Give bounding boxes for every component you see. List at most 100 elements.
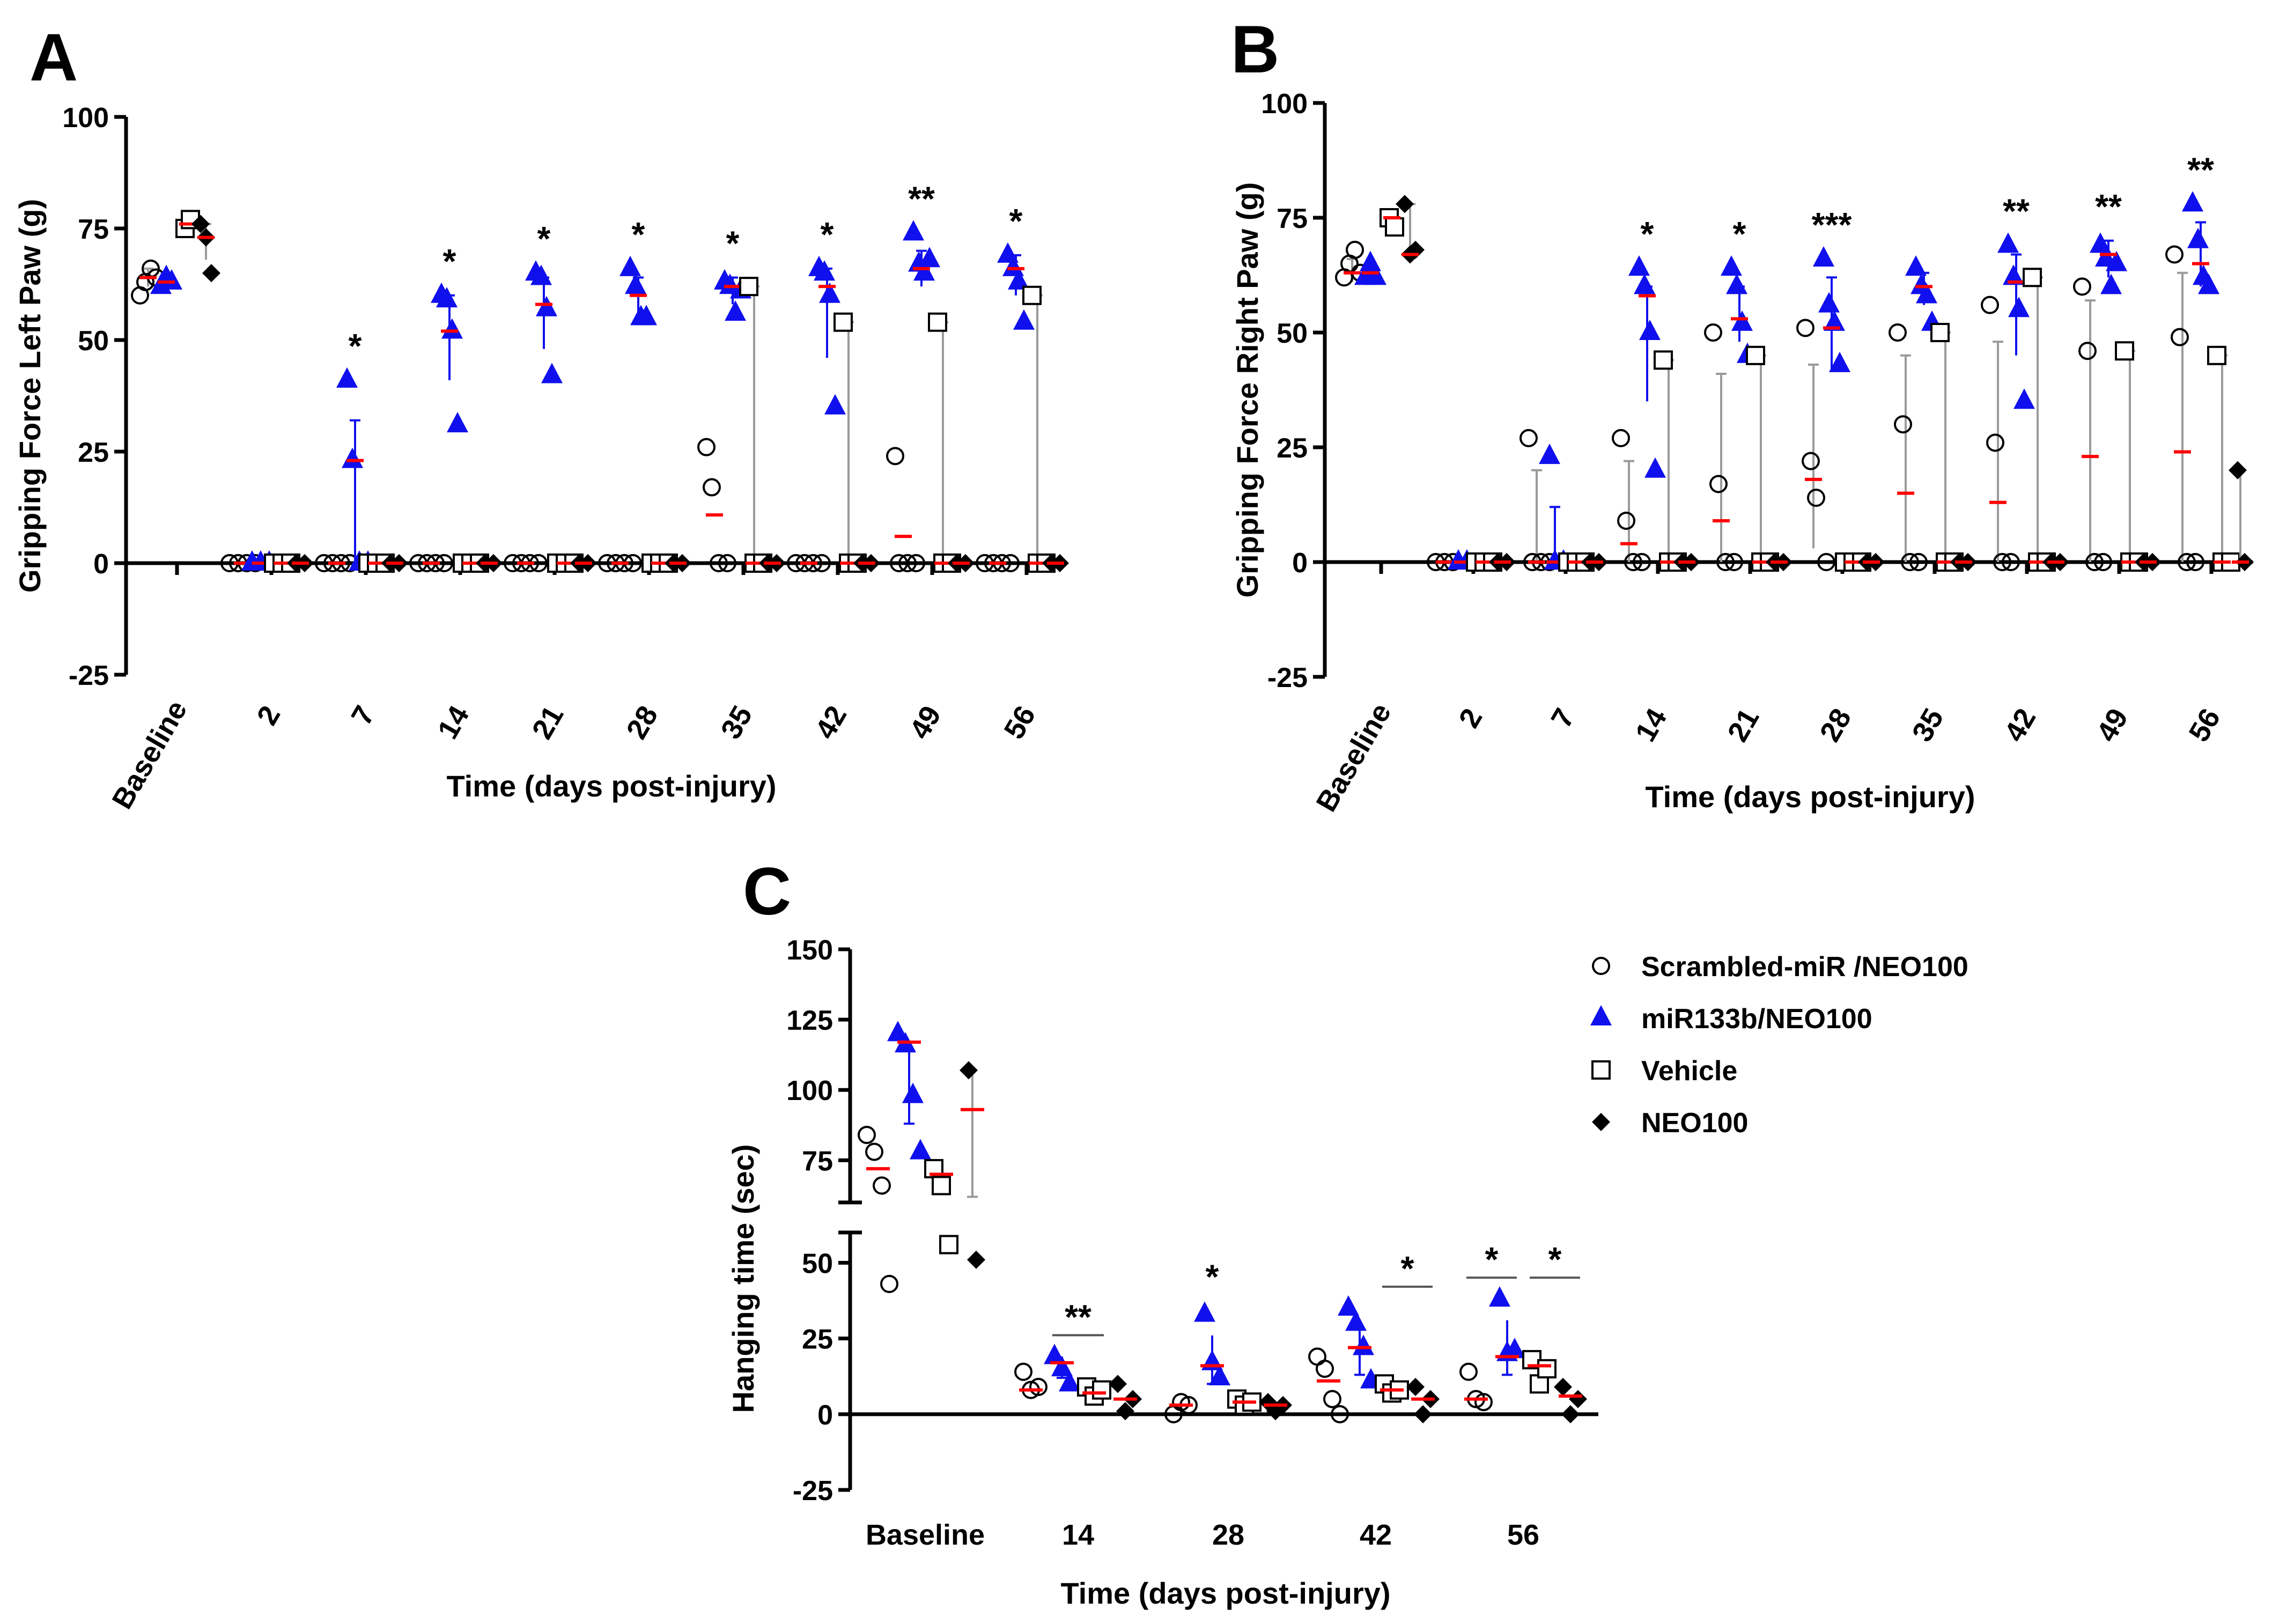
x-tick-label: 14 [1062,1519,1094,1551]
y-tick-label: 100 [786,1075,833,1106]
panel-c-marks: *** * * * [858,1021,1587,1423]
data-point-scrambled [1993,553,2011,571]
panel-letter-c: C [743,854,791,929]
data-point-vehicle [1746,345,1765,365]
panel-c-x-axis: Baseline 14 28 42 56 [850,1412,1598,1551]
data-point-scrambled [907,554,925,572]
data-point-scrambled [1704,323,1722,342]
data-point-scrambled [1617,511,1635,530]
y-tick-label: 25 [802,1324,833,1355]
data-point-scrambled [2186,553,2204,571]
data-point-vehicle [1930,323,1950,342]
data-point-mir133b [887,1021,909,1042]
data-point-mir133b [636,305,657,326]
data-point-mir133b [2003,264,2024,285]
data-point-mir133b [902,1082,924,1103]
data-point-vehicle [2023,268,2042,287]
data-point-scrambled [1716,553,1735,571]
data-point-scrambled [2002,553,2020,571]
data-point-mir133b [336,367,358,388]
significance-label: * [1009,202,1023,240]
panel-c-y-axis: -25 0 25 50 75 100 125 150 [786,935,862,1507]
legend-item-neo100: NEO100 [1592,1108,1748,1139]
data-point-mir133b [1829,351,1850,372]
legend: Scrambled-miR /NEO100 miR133b/NEO100 Veh… [1590,951,1968,1139]
panel-b-marks: * * *** ** **** [1335,150,2254,572]
data-point-scrambled [1709,475,1728,493]
legend-label-vehicle: Vehicle [1641,1055,1737,1087]
data-point-neo100 [1554,1378,1572,1396]
data-point-scrambled [710,554,728,572]
data-point-mir133b [1353,1334,1374,1355]
data-point-vehicle [1022,285,1042,305]
data-point-mir133b [2013,388,2035,409]
data-point-mir133b [1013,309,1035,330]
data-point-scrambled [898,554,917,572]
legend-marker-open-square [1591,1060,1611,1080]
data-point-neo100 [191,215,210,233]
legend-item-scrambled: Scrambled-miR /NEO100 [1592,951,1968,983]
data-point-neo100 [202,264,220,283]
data-point-vehicle [833,312,853,332]
data-point-mir133b [1059,1371,1080,1392]
panel-a-y-label: Gripping Force Left Paw (g) [13,199,47,593]
data-point-mir133b [2008,297,2030,318]
panel-a-x-label: Time (days post-injury) [446,769,776,803]
significance-label: * [1641,215,1654,253]
y-tick-label: 25 [1277,433,1308,464]
significance-label: ** [1065,1298,1091,1337]
y-tick-label: 100 [62,102,109,134]
data-point-scrambled [1323,1390,1341,1408]
data-point-vehicle [739,277,758,297]
panel-c-y-label: Hanging time (sec) [726,1145,760,1413]
y-tick-label: 50 [78,326,109,357]
panel-b-x-label: Time (days post-injury) [1645,780,1975,814]
data-point-mir133b [1997,232,2019,253]
data-point-mir133b [625,274,646,294]
legend-label-scrambled: Scrambled-miR /NEO100 [1641,951,1968,983]
data-point-scrambled [1889,323,1907,342]
panel-a-marks: *** * * **** [131,179,1069,573]
data-point-scrambled [1029,1378,1048,1396]
significance-label: * [443,242,456,280]
data-point-vehicle [928,312,947,332]
legend-marker-filled-diamond [1592,1113,1610,1131]
data-point-scrambled [2085,553,2104,571]
data-point-mir133b [447,412,468,433]
data-point-mir133b [913,260,935,281]
data-point-scrambled [1520,429,1538,447]
data-point-neo100 [1561,1405,1580,1423]
legend-item-mir133b: miR133b/NEO100 [1590,1003,1872,1035]
legend-marker-neo100 [1592,1113,1610,1131]
significance-label: * [349,327,362,365]
significance-label: * [821,215,834,254]
data-point-mir133b [1365,264,1386,285]
data-point-mir133b [441,318,463,339]
data-point-scrambled [1817,553,1835,571]
legend-marker-mir133b [1590,1005,1612,1025]
data-point-mir133b [1824,310,1845,331]
data-point-scrambled [2165,245,2184,264]
data-point-mir133b [919,247,940,268]
data-point-scrambled [858,1126,876,1145]
data-point-mir133b [2187,227,2209,248]
y-tick-label: 25 [78,437,109,468]
data-point-mir133b [819,282,840,303]
data-point-scrambled [1807,489,1825,507]
data-point-mir133b [1628,255,1650,276]
panel-b-y-axis: -25 0 25 50 75 100 [1261,88,1327,693]
data-point-scrambled [1894,415,1912,434]
data-point-scrambled [873,1176,891,1195]
data-point-scrambled [1316,1360,1334,1378]
data-point-neo100 [1406,1378,1425,1396]
data-point-scrambled [1802,452,1820,470]
data-point-vehicle [1092,1380,1111,1400]
data-point-scrambled [1796,319,1814,337]
data-point-mir133b [1051,1356,1073,1377]
significance-label: * [1401,1249,1414,1288]
data-point-scrambled [1981,296,1999,314]
y-tick-label: 75 [1277,203,1308,234]
legend-marker-vehicle [1591,1060,1611,1080]
data-point-neo100 [1414,1405,1432,1423]
